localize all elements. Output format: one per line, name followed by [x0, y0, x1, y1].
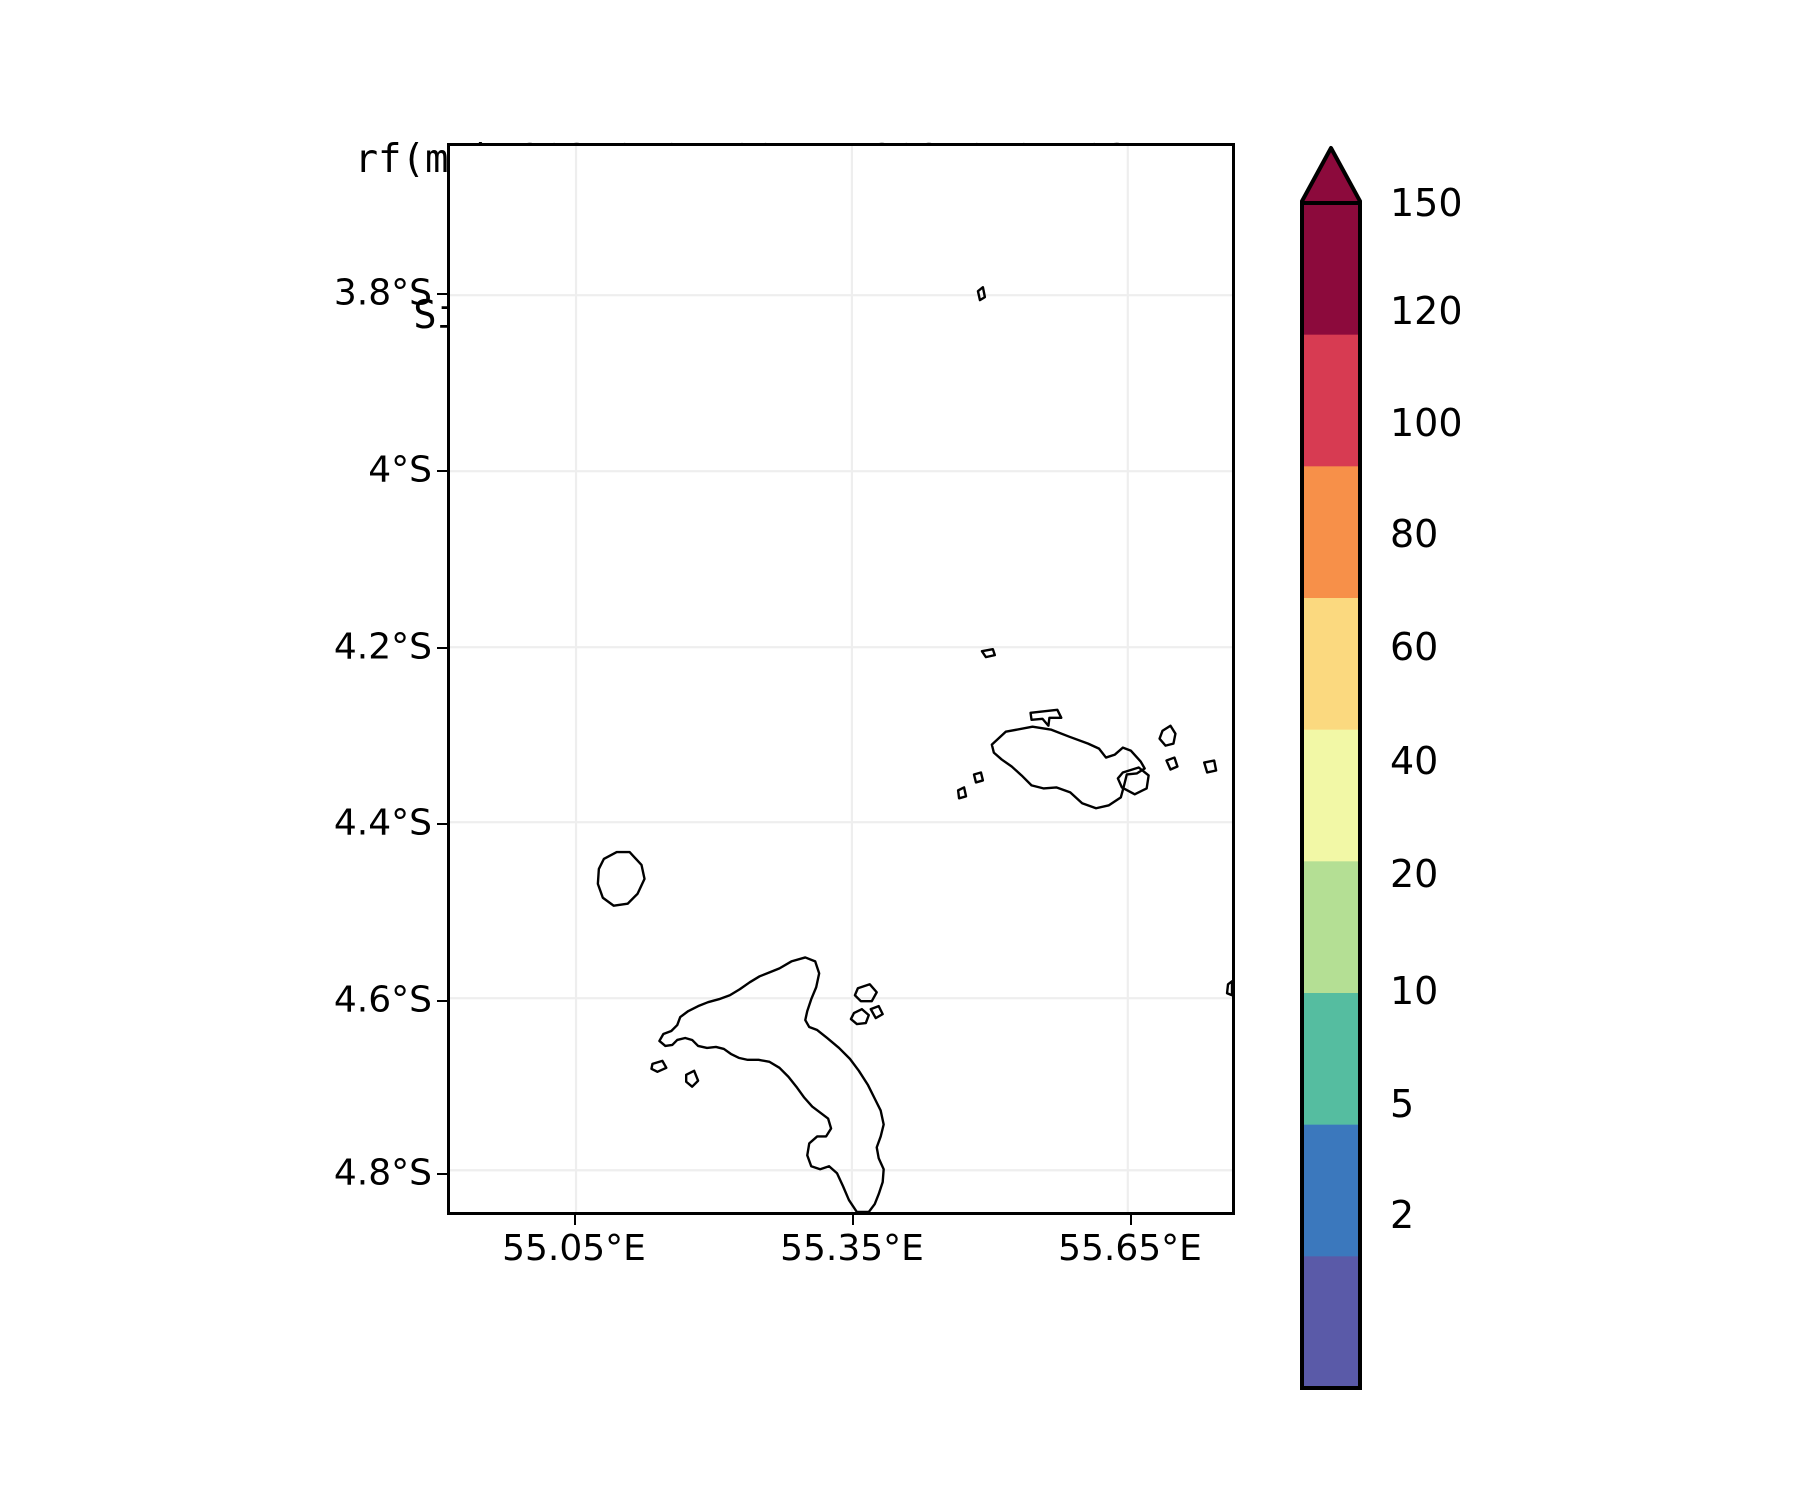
y-tick-mark — [437, 647, 447, 649]
colorbar-tick-label: 20 — [1390, 852, 1439, 896]
colorbar-band — [1302, 1256, 1360, 1389]
colorbar-outline — [1300, 201, 1362, 1390]
colorbar-tick-label: 40 — [1390, 739, 1439, 783]
coastline-ste-anne — [853, 983, 878, 1003]
colorbar-band — [1302, 203, 1360, 336]
y-tick-label: 3.8°S — [333, 272, 432, 314]
coastline-mahe — [658, 956, 885, 1212]
y-tick-mark — [437, 1173, 447, 1175]
coastline-islet-north — [980, 647, 997, 659]
x-axis-tick-labels: 55.05°E 55.35°E 55.65°E — [0, 1228, 1484, 1298]
y-tick-mark — [437, 293, 447, 295]
colorbar-tick-label: 60 — [1390, 625, 1439, 669]
coastline-islet-mahe-west-2 — [684, 1069, 700, 1088]
map-gridlines — [450, 146, 1232, 1212]
colorbar-band — [1302, 598, 1360, 731]
colorbar-canvas — [1300, 146, 1362, 1390]
y-tick-label: 4.2°S — [333, 626, 432, 668]
colorbar-extend-arrow — [1300, 146, 1362, 205]
colorbar-tick-labels: 150 120 100 80 60 40 20 10 5 2 — [1390, 0, 1610, 1500]
colorbar-band — [1302, 334, 1360, 467]
coastline-islet-mahe-west-1 — [650, 1059, 668, 1073]
coastline-la-digue — [1158, 724, 1177, 747]
x-tick-label: 55.65°E — [1058, 1228, 1202, 1269]
coastline-cerf-island — [849, 1007, 870, 1026]
y-tick-mark — [437, 823, 447, 825]
colorbar-tick-label: 5 — [1390, 1082, 1415, 1126]
colorbar-band — [1302, 993, 1360, 1126]
colorbar-band — [1302, 466, 1360, 599]
coastline-felicite — [1165, 756, 1179, 771]
coastline-marianne — [1203, 759, 1218, 774]
x-tick-label: 55.35°E — [780, 1228, 924, 1269]
x-tick-mark — [852, 1215, 854, 1225]
coastline-paths — [596, 286, 1232, 1212]
colorbar-bands — [1302, 203, 1360, 1389]
y-tick-label: 4.6°S — [333, 979, 432, 1021]
coastline-islet-praslin-west — [972, 771, 985, 784]
colorbar-tick-label: 120 — [1390, 289, 1463, 333]
x-tick-mark — [574, 1215, 576, 1225]
coastline-silhouette — [596, 850, 646, 907]
colorbar-tick-label: 10 — [1390, 969, 1439, 1013]
coastline-praslin — [990, 725, 1146, 810]
map-plot-area[interactable] — [447, 143, 1235, 1215]
x-tick-label: 55.05°E — [502, 1228, 646, 1269]
colorbar-band — [1302, 1124, 1360, 1257]
map-canvas — [450, 146, 1232, 1212]
colorbar-tick-label: 150 — [1390, 181, 1463, 225]
y-tick-mark — [437, 1000, 447, 1002]
colorbar-tick-label: 2 — [1390, 1193, 1415, 1237]
coastline-edge-islet-east — [1225, 980, 1232, 997]
y-tick-label: 4.4°S — [333, 802, 432, 844]
colorbar-band — [1302, 861, 1360, 994]
colorbar-tick-label: 80 — [1390, 512, 1439, 556]
coastline-islet-aride — [956, 786, 968, 800]
y-tick-mark — [437, 470, 447, 472]
coastline-bird-island — [976, 286, 987, 302]
colorbar[interactable] — [1300, 145, 1362, 1390]
coastline-soeur — [1116, 766, 1150, 796]
y-tick-label: 4.8°S — [333, 1152, 432, 1194]
colorbar-tick-label: 100 — [1390, 401, 1463, 445]
y-tick-label: 4°S — [368, 449, 432, 491]
x-tick-mark — [1130, 1215, 1132, 1225]
colorbar-band — [1302, 729, 1360, 862]
coastline-islet-moyenne — [869, 1004, 884, 1020]
coastline-curieuse — [1029, 708, 1063, 727]
y-axis-tick-labels: 3.8°S 4°S 4.2°S 4.4°S 4.6°S 4.8°S — [0, 0, 432, 1500]
